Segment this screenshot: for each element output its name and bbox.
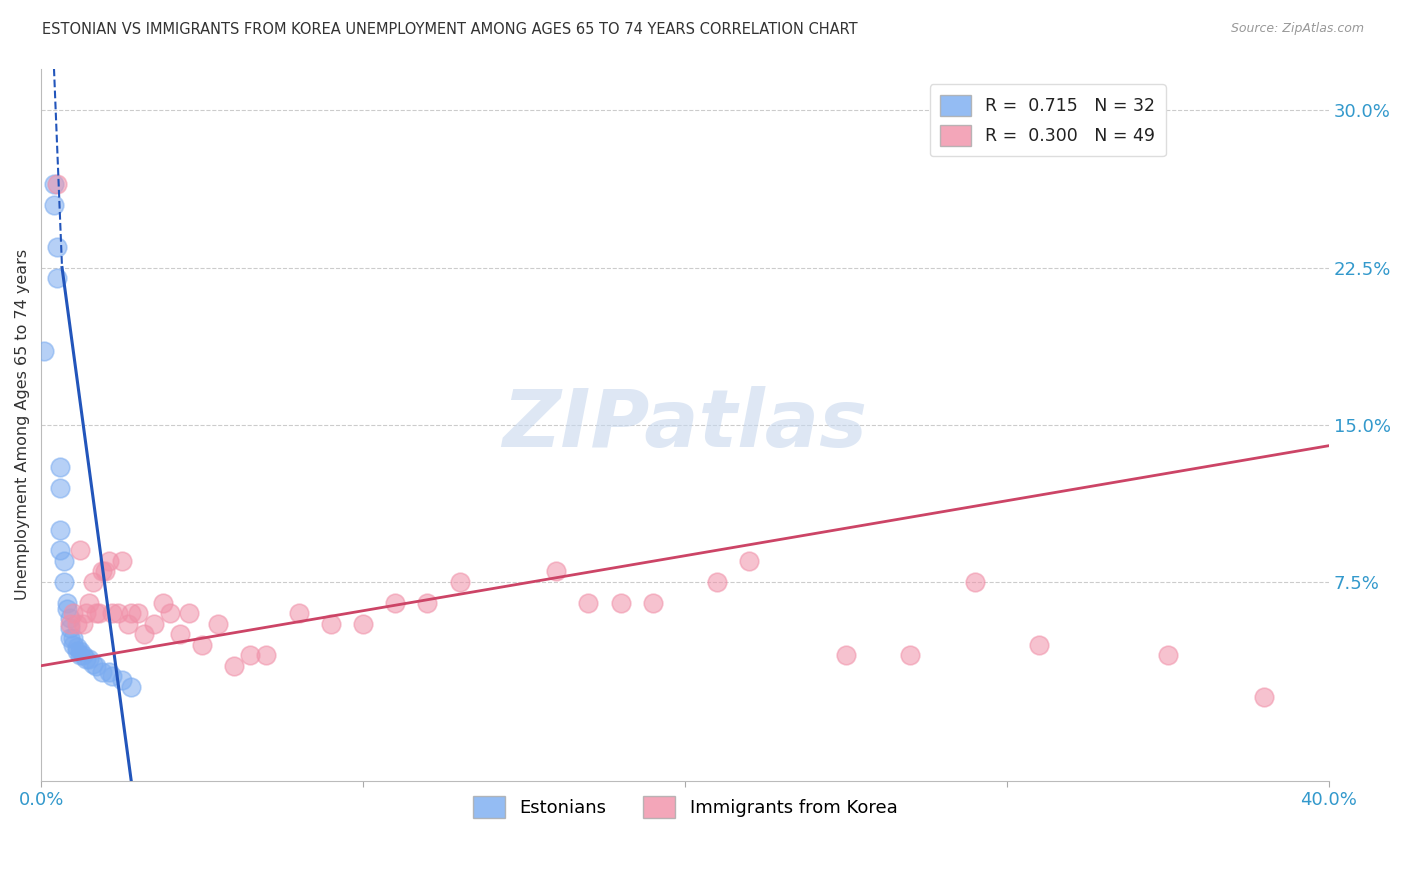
Point (1253, 690, 1275, 705)
Point (59, 610, 82, 624)
Legend: Estonians, Immigrants from Korea: Estonians, Immigrants from Korea (465, 789, 904, 825)
Point (59, 616, 82, 631)
Point (56, 602, 79, 616)
Point (49, 459, 72, 474)
Point (449, 574, 471, 589)
Point (191, 638, 214, 652)
Point (65, 616, 87, 631)
Point (239, 648, 262, 663)
Point (65, 644, 87, 658)
Point (62, 638, 84, 652)
Point (101, 669, 124, 683)
Point (738, 554, 761, 568)
Point (159, 607, 181, 621)
Point (59, 621, 82, 635)
Point (207, 616, 229, 631)
Point (84, 658, 107, 673)
Point (576, 596, 599, 610)
Point (75, 652, 97, 666)
Point (152, 596, 174, 610)
Point (34, 344, 56, 359)
Point (52, 574, 75, 589)
Point (87, 607, 110, 621)
Point (72, 616, 94, 631)
Point (641, 596, 664, 610)
Point (82, 657, 104, 671)
Point (107, 607, 129, 621)
Point (963, 574, 986, 589)
Point (110, 554, 132, 568)
Point (49, 543, 72, 558)
Y-axis label: Unemployment Among Ages 65 to 74 years: Unemployment Among Ages 65 to 74 years (15, 249, 30, 600)
Text: Source: ZipAtlas.com: Source: ZipAtlas.com (1230, 22, 1364, 36)
Point (898, 648, 921, 663)
Point (319, 616, 342, 631)
Point (609, 596, 631, 610)
Point (49, 523, 72, 537)
Point (97, 665, 120, 679)
Point (101, 607, 124, 621)
Text: ESTONIAN VS IMMIGRANTS FROM KOREA UNEMPLOYMENT AMONG AGES 65 TO 74 YEARS CORRELA: ESTONIAN VS IMMIGRANTS FROM KOREA UNEMPL… (42, 22, 858, 37)
Point (62, 632, 84, 646)
Point (546, 565, 568, 579)
Point (84, 607, 107, 621)
Point (97, 554, 120, 568)
Point (52, 554, 75, 568)
Point (94, 565, 117, 579)
Point (1157, 648, 1180, 663)
Point (256, 648, 278, 663)
Point (706, 574, 728, 589)
Point (384, 596, 406, 610)
Point (224, 658, 246, 673)
Point (65, 640, 87, 654)
Point (46, 271, 69, 285)
Point (127, 607, 149, 621)
Point (352, 616, 374, 631)
Point (416, 596, 439, 610)
Point (82, 574, 104, 589)
Point (69, 644, 91, 658)
Point (179, 607, 201, 621)
Point (287, 607, 309, 621)
Point (169, 627, 191, 641)
Point (62, 607, 84, 621)
Point (56, 596, 79, 610)
Point (91, 665, 114, 679)
Point (46, 240, 69, 254)
Point (49, 481, 72, 495)
Point (79, 596, 101, 610)
Point (42, 177, 65, 191)
Text: ZIPatlas: ZIPatlas (502, 385, 868, 464)
Point (59, 632, 82, 646)
Point (142, 616, 165, 631)
Point (79, 652, 101, 666)
Point (72, 648, 94, 663)
Point (1028, 638, 1050, 652)
Point (120, 607, 142, 621)
Point (835, 648, 858, 663)
Point (69, 543, 91, 558)
Point (134, 627, 156, 641)
Point (42, 198, 65, 212)
Point (91, 565, 114, 579)
Point (75, 607, 97, 621)
Point (46, 177, 69, 191)
Point (69, 648, 91, 663)
Point (110, 673, 132, 688)
Point (117, 616, 139, 631)
Point (120, 680, 142, 694)
